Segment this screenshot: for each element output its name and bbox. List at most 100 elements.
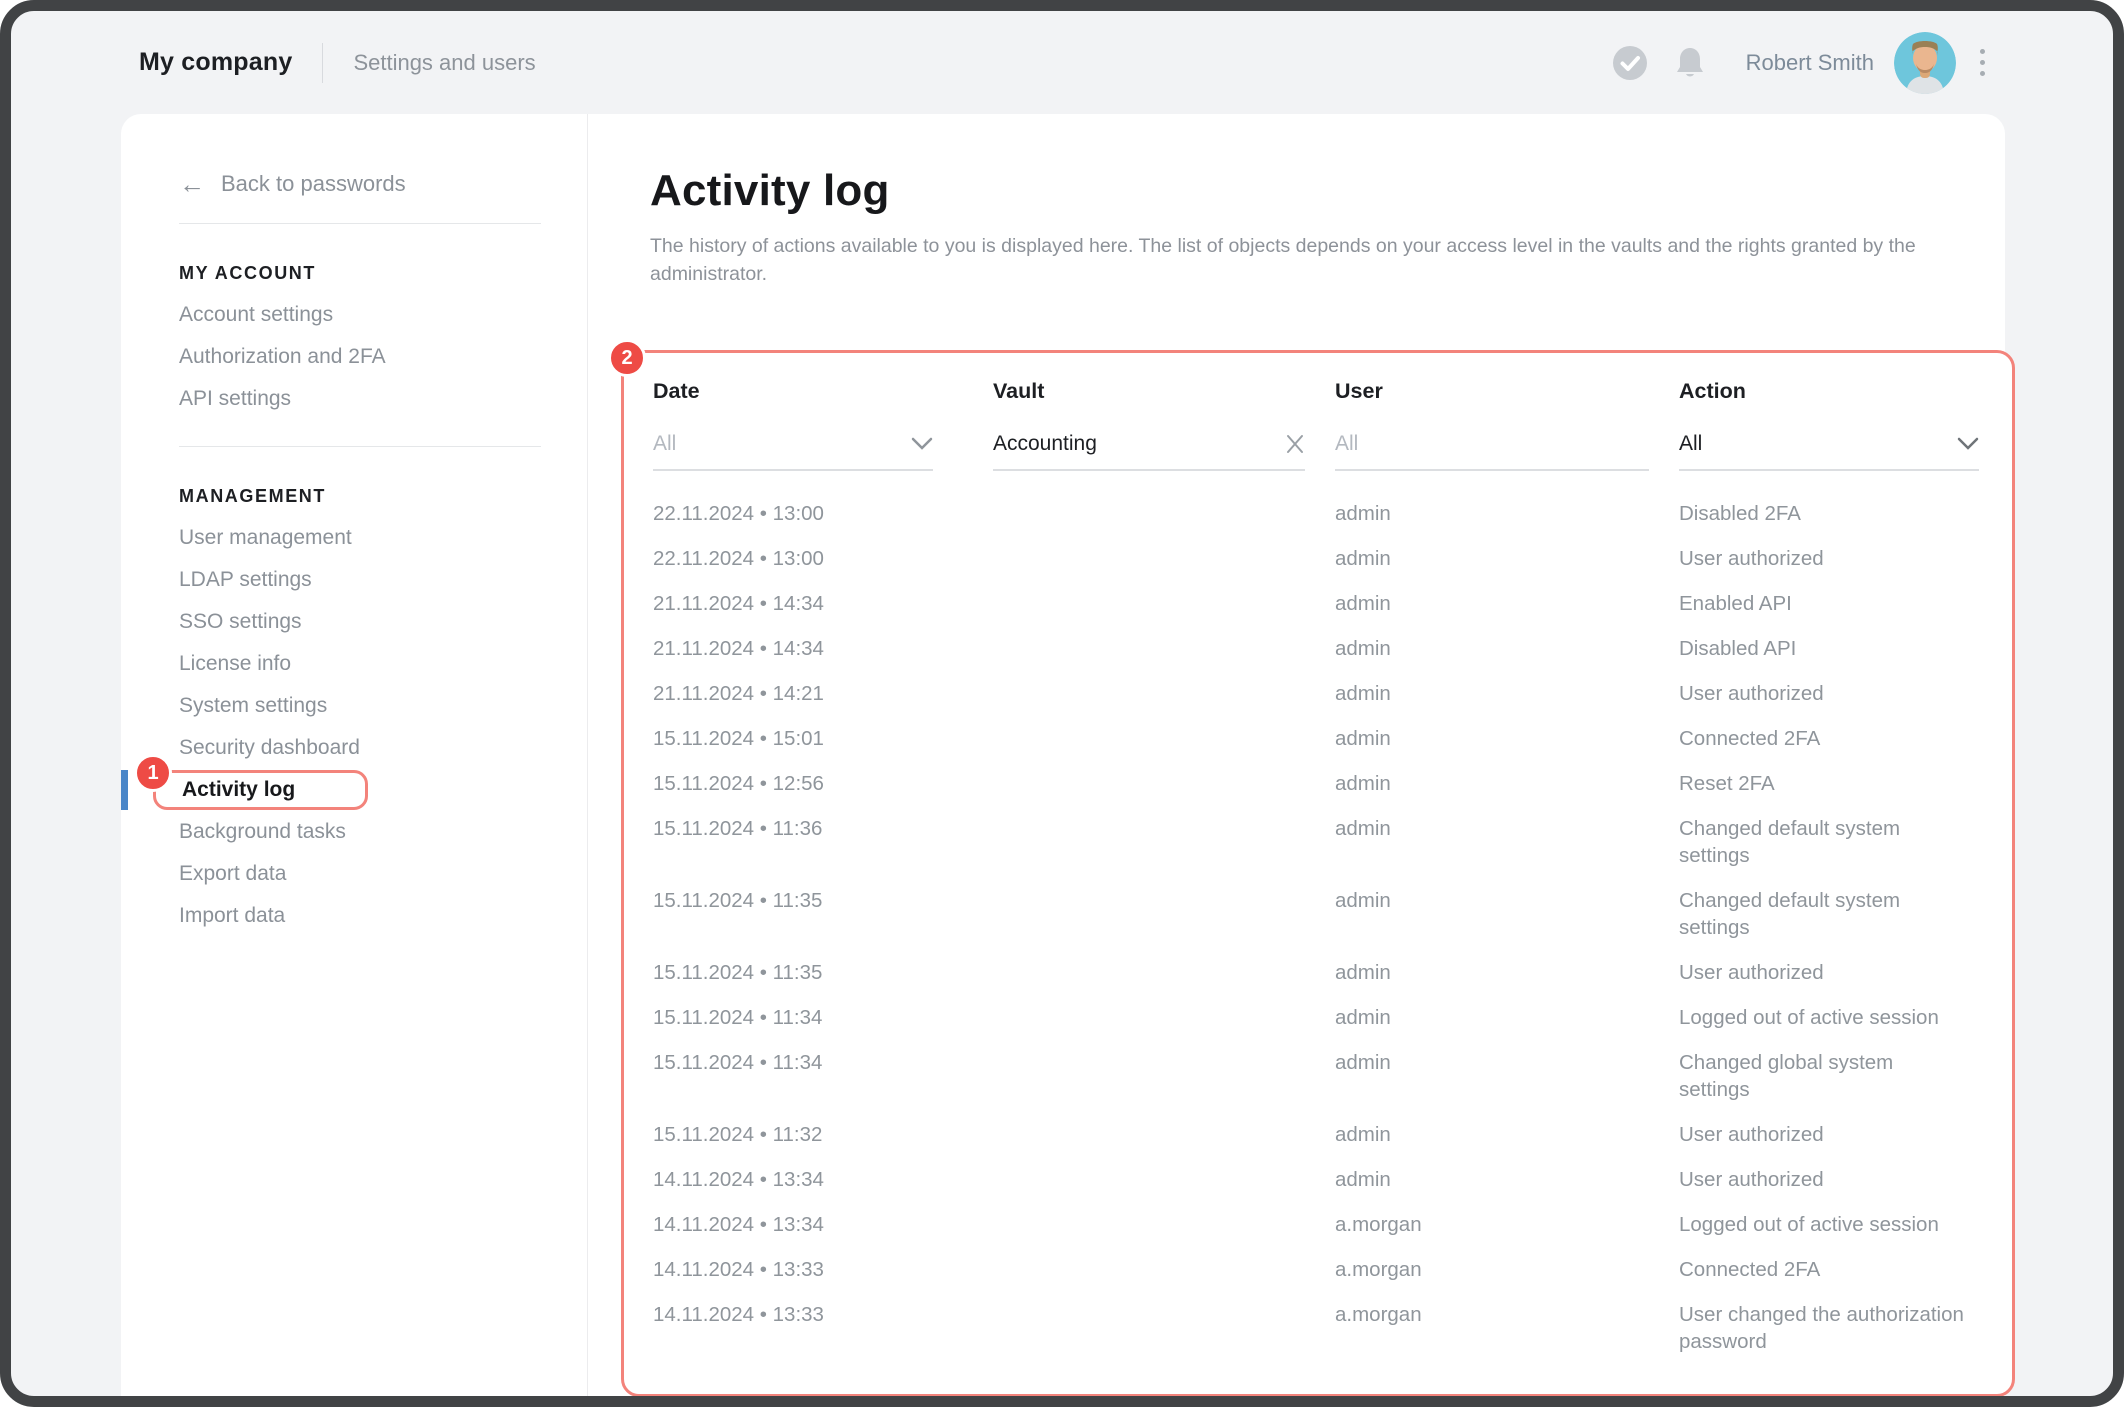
cell-date: 14.11.2024 • 13:33 [653,1258,824,1281]
table-row[interactable]: 14.11.2024 • 13:33 a.morgan Connected 2F… [653,1247,1982,1292]
cell-vault [993,959,1335,986]
cell-date: 22.11.2024 • 13:00 [653,547,824,570]
page-title: Activity log [650,166,890,215]
notifications-bell-icon[interactable] [1674,45,1706,81]
table-row[interactable]: 15.11.2024 • 11:35 admin User authorized [653,950,1982,995]
cell-user: admin [1335,592,1391,615]
column-header-action: Action [1679,379,1746,403]
sidebar-item-label: SSO settings [179,610,302,633]
sidebar-item-background-tasks[interactable]: Background tasks [179,811,587,853]
cell-vault [993,1049,1335,1103]
vault-filter-value: Accounting [993,432,1097,455]
chevron-down-icon[interactable] [911,437,933,451]
sidebar-item-api-settings[interactable]: API settings [179,378,587,420]
cell-action: User authorized [1679,961,1824,984]
table-row[interactable]: 15.11.2024 • 11:34 admin Logged out of a… [653,995,1982,1040]
clear-filter-x-icon[interactable] [1285,434,1305,454]
chevron-down-icon[interactable] [1957,437,1979,451]
vault-filter-select[interactable]: Accounting [993,432,1305,471]
cell-user: admin [1335,1168,1391,1191]
sidebar-divider [179,446,541,447]
sidebar-item-security-dashboard[interactable]: Security dashboard [179,727,587,769]
sidebar-item-ldap-settings[interactable]: LDAP settings [179,559,587,601]
active-item-annotation-box: 1 Activity log [134,754,369,810]
sidebar-item-sso-settings[interactable]: SSO settings [179,601,587,643]
table-header-row: Date Vault User Action [653,379,1982,404]
table-row[interactable]: 21.11.2024 • 14:34 admin Disabled API [653,626,1982,671]
active-item-blue-bar [121,770,128,810]
table-row[interactable]: 22.11.2024 • 13:00 admin Disabled 2FA [653,491,1982,536]
sidebar-item-label: User management [179,526,352,549]
column-header-user: User [1335,379,1383,403]
sidebar-item-activity-log[interactable]: 1 Activity log [121,754,587,811]
top-bar-left: My company Settings and users [139,42,536,83]
cell-action: Disabled API [1679,637,1797,660]
table-row[interactable]: 21.11.2024 • 14:21 admin User authorized [653,671,1982,716]
user-filter-select[interactable]: All [1335,432,1649,471]
cell-date: 15.11.2024 • 11:34 [653,1006,823,1029]
cell-action: Enabled API [1679,592,1792,615]
cell-user: admin [1335,1006,1391,1029]
cell-user: a.morgan [1335,1213,1422,1236]
table-row[interactable]: 15.11.2024 • 12:56 admin Reset 2FA [653,761,1982,806]
date-filter-select[interactable]: All [653,432,933,471]
cell-vault [993,770,1335,797]
cell-vault [993,635,1335,662]
kebab-menu-icon[interactable] [1980,46,1985,79]
sidebar-item-user-management[interactable]: User management [179,517,587,559]
table-row[interactable]: 14.11.2024 • 13:34 a.morgan Logged out o… [653,1202,1982,1247]
sidebar-item-authorization-and-2fa[interactable]: Authorization and 2FA [179,336,587,378]
cell-date: 21.11.2024 • 14:21 [653,682,824,705]
header-section-title: Settings and users [353,49,536,75]
cell-date: 14.11.2024 • 13:34 [653,1213,824,1236]
cell-action: User authorized [1679,1123,1824,1146]
back-arrow-icon: ← [179,169,205,199]
cell-date: 21.11.2024 • 14:34 [653,592,824,615]
cell-action: Connected 2FA [1679,727,1821,750]
table-row[interactable]: 15.11.2024 • 11:35 admin Changed default… [653,878,1982,950]
cell-vault [993,725,1335,752]
cell-action: Changed global system settings [1679,1051,1894,1101]
cell-user: admin [1335,961,1391,984]
sidebar-item-label: Security dashboard [179,736,360,759]
cell-date: 15.11.2024 • 12:56 [653,772,824,795]
sidebar-item-label: Background tasks [179,820,346,843]
avatar[interactable] [1894,31,1956,94]
cell-vault [993,1211,1335,1238]
cell-date: 15.11.2024 • 11:35 [653,961,823,984]
table-row[interactable]: 15.11.2024 • 11:32 admin User authorized [653,1112,1982,1157]
cell-action: User changed the authorization password [1679,1303,1964,1353]
sidebar-item-import-data[interactable]: Import data [179,895,587,937]
sidebar-item-label: LDAP settings [179,568,312,591]
table-row[interactable]: 15.11.2024 • 15:01 admin Connected 2FA [653,716,1982,761]
cell-vault [993,680,1335,707]
sidebar-item-license-info[interactable]: License info [179,643,587,685]
cell-user: admin [1335,727,1391,750]
status-check-icon[interactable] [1612,45,1648,81]
table-row[interactable]: 22.11.2024 • 13:00 admin User authorized [653,536,1982,581]
action-filter-select[interactable]: All [1679,432,1979,471]
sidebar-item-export-data[interactable]: Export data [179,853,587,895]
activity-log-table: 2 Date Vault User Action All [608,339,2015,1396]
sidebar-item-label: Authorization and 2FA [179,345,386,368]
back-to-passwords-link[interactable]: ← Back to passwords [179,171,587,197]
sidebar-item-system-settings[interactable]: System settings [179,685,587,727]
table-row[interactable]: 14.11.2024 • 13:33 a.morgan User changed… [653,1292,1982,1364]
cell-user: a.morgan [1335,1303,1422,1326]
cell-user: admin [1335,1051,1391,1074]
cell-vault [993,1166,1335,1193]
content-card: ← Back to passwords MY ACCOUNT Account se… [121,114,2015,1396]
date-filter-value: All [653,432,677,455]
table-row[interactable]: 21.11.2024 • 14:34 admin Enabled API [653,581,1982,626]
cell-vault [993,815,1335,869]
cell-user: admin [1335,682,1391,705]
sidebar-item-label: Export data [179,862,287,885]
user-name[interactable]: Robert Smith [1745,49,1874,75]
table-row[interactable]: 15.11.2024 • 11:34 admin Changed global … [653,1040,1982,1112]
table-row[interactable]: 14.11.2024 • 13:34 admin User authorized [653,1157,1982,1202]
cell-user: admin [1335,1123,1391,1146]
top-bar-right: Robert Smith [1612,31,1985,94]
cell-vault [993,887,1335,941]
table-row[interactable]: 15.11.2024 • 11:36 admin Changed default… [653,806,1982,878]
sidebar-item-account-settings[interactable]: Account settings [179,294,587,336]
